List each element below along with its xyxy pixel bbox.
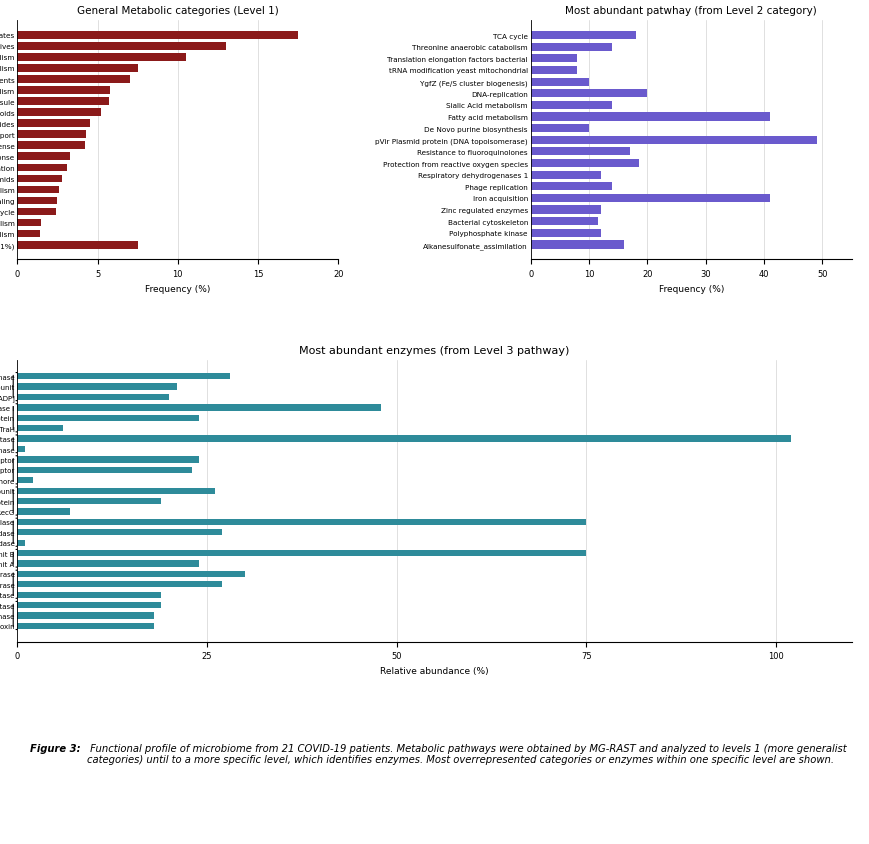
Bar [17,87,110,95]
Bar [531,195,770,203]
Bar [17,384,176,390]
Bar [17,219,42,227]
Bar [17,478,32,484]
Bar [531,125,589,133]
Bar [17,560,199,567]
Bar [531,206,600,214]
Bar [531,32,636,41]
Bar [17,550,587,556]
X-axis label: Frequency (%): Frequency (%) [659,284,724,294]
Bar [17,98,109,106]
Bar [17,54,186,62]
Bar [17,498,162,505]
Bar [17,374,229,380]
Bar [17,208,56,216]
Text: Functional profile of microbiome from 21 COVID-19 patients. Metabolic pathways w: Functional profile of microbiome from 21… [87,743,846,765]
Bar [17,241,137,249]
Title: Most abundant enzymes (from Level 3 pathway): Most abundant enzymes (from Level 3 path… [299,346,570,356]
Bar [17,154,70,161]
Bar [17,436,791,442]
Bar [17,425,63,432]
Bar [17,446,25,452]
Bar [531,113,770,122]
Bar [17,592,162,598]
Bar [17,109,101,116]
Bar [17,519,587,525]
X-axis label: Relative abundance (%): Relative abundance (%) [381,666,488,675]
Bar [531,218,598,226]
Bar [17,76,129,84]
Bar [17,143,85,150]
Title: General Metabolic categories (Level 1): General Metabolic categories (Level 1) [77,6,279,16]
Bar [17,415,199,421]
Bar [17,623,154,630]
Bar [17,131,86,139]
Bar [531,171,600,180]
Bar [17,65,137,73]
Bar [17,197,57,205]
Bar [17,613,154,619]
Bar [531,230,600,238]
Bar [17,582,222,587]
Bar [531,241,624,249]
Bar [17,571,245,577]
Bar [531,55,577,63]
Bar [17,488,215,494]
Bar [17,467,192,473]
Bar [17,529,222,536]
Bar [17,230,40,238]
Bar [17,120,90,128]
Bar [17,165,67,172]
Bar [531,149,630,156]
Bar [17,43,226,51]
Bar [17,540,25,546]
Bar [531,137,817,144]
Bar [531,183,613,191]
Bar [17,509,70,515]
Bar [17,457,199,463]
Title: Most abundant patwhay (from Level 2 category): Most abundant patwhay (from Level 2 cate… [566,6,817,16]
Bar [17,405,381,411]
Bar [531,160,639,168]
Bar [531,101,613,110]
X-axis label: Frequency (%): Frequency (%) [145,284,210,294]
Bar [17,32,298,40]
Bar [531,90,647,98]
Bar [17,394,169,401]
Bar [531,67,577,75]
Bar [17,187,59,194]
Bar [531,44,613,51]
Text: Figure 3:: Figure 3: [30,743,81,753]
Bar [531,78,589,87]
Bar [17,176,63,183]
Bar [17,603,162,609]
